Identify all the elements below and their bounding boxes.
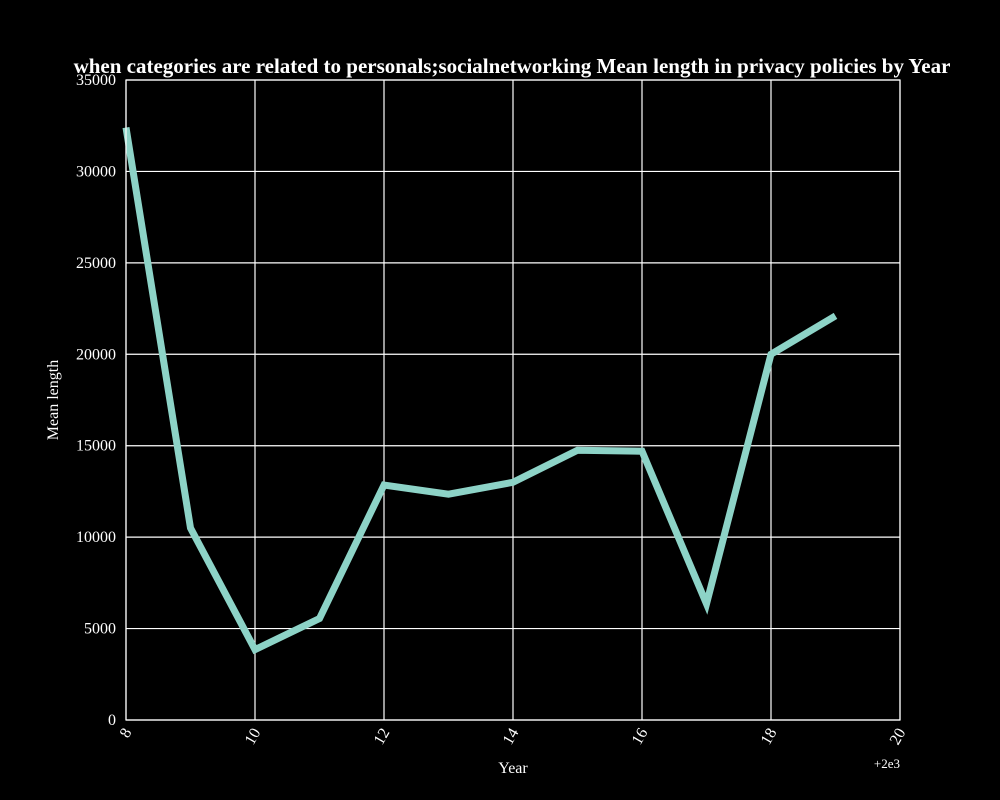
y-axis-label: Mean length — [45, 360, 62, 440]
y-tick-label: 30000 — [76, 163, 116, 180]
y-tick-label: 35000 — [76, 72, 116, 89]
x-tick-label: 12 — [371, 726, 394, 748]
y-tick-label: 15000 — [76, 438, 116, 455]
y-tick-label: 20000 — [76, 346, 116, 363]
x-tick-label: 20 — [887, 726, 910, 748]
y-tick-label: 0 — [108, 712, 116, 729]
y-tick-label: 25000 — [76, 255, 116, 272]
plot-area-frame — [125, 79, 901, 721]
x-tick-label: 14 — [500, 726, 523, 748]
x-tick-label: 10 — [242, 726, 265, 748]
series-line — [122, 126, 838, 655]
x-tick-label: 16 — [629, 726, 652, 748]
series-lines — [122, 126, 838, 655]
x-axis-offset-label: +2e3 — [874, 756, 900, 771]
tick-labels: 8 10 12 14 16 18 20050001000015000200002500030… — [76, 72, 909, 748]
grid-lines — [125, 79, 901, 721]
chart-title: when categories are related to personals… — [74, 54, 951, 78]
x-tick-label: 18 — [758, 726, 781, 748]
x-axis-label: Year — [498, 760, 528, 777]
y-tick-label: 10000 — [76, 529, 116, 546]
y-tick-label: 5000 — [84, 621, 116, 638]
